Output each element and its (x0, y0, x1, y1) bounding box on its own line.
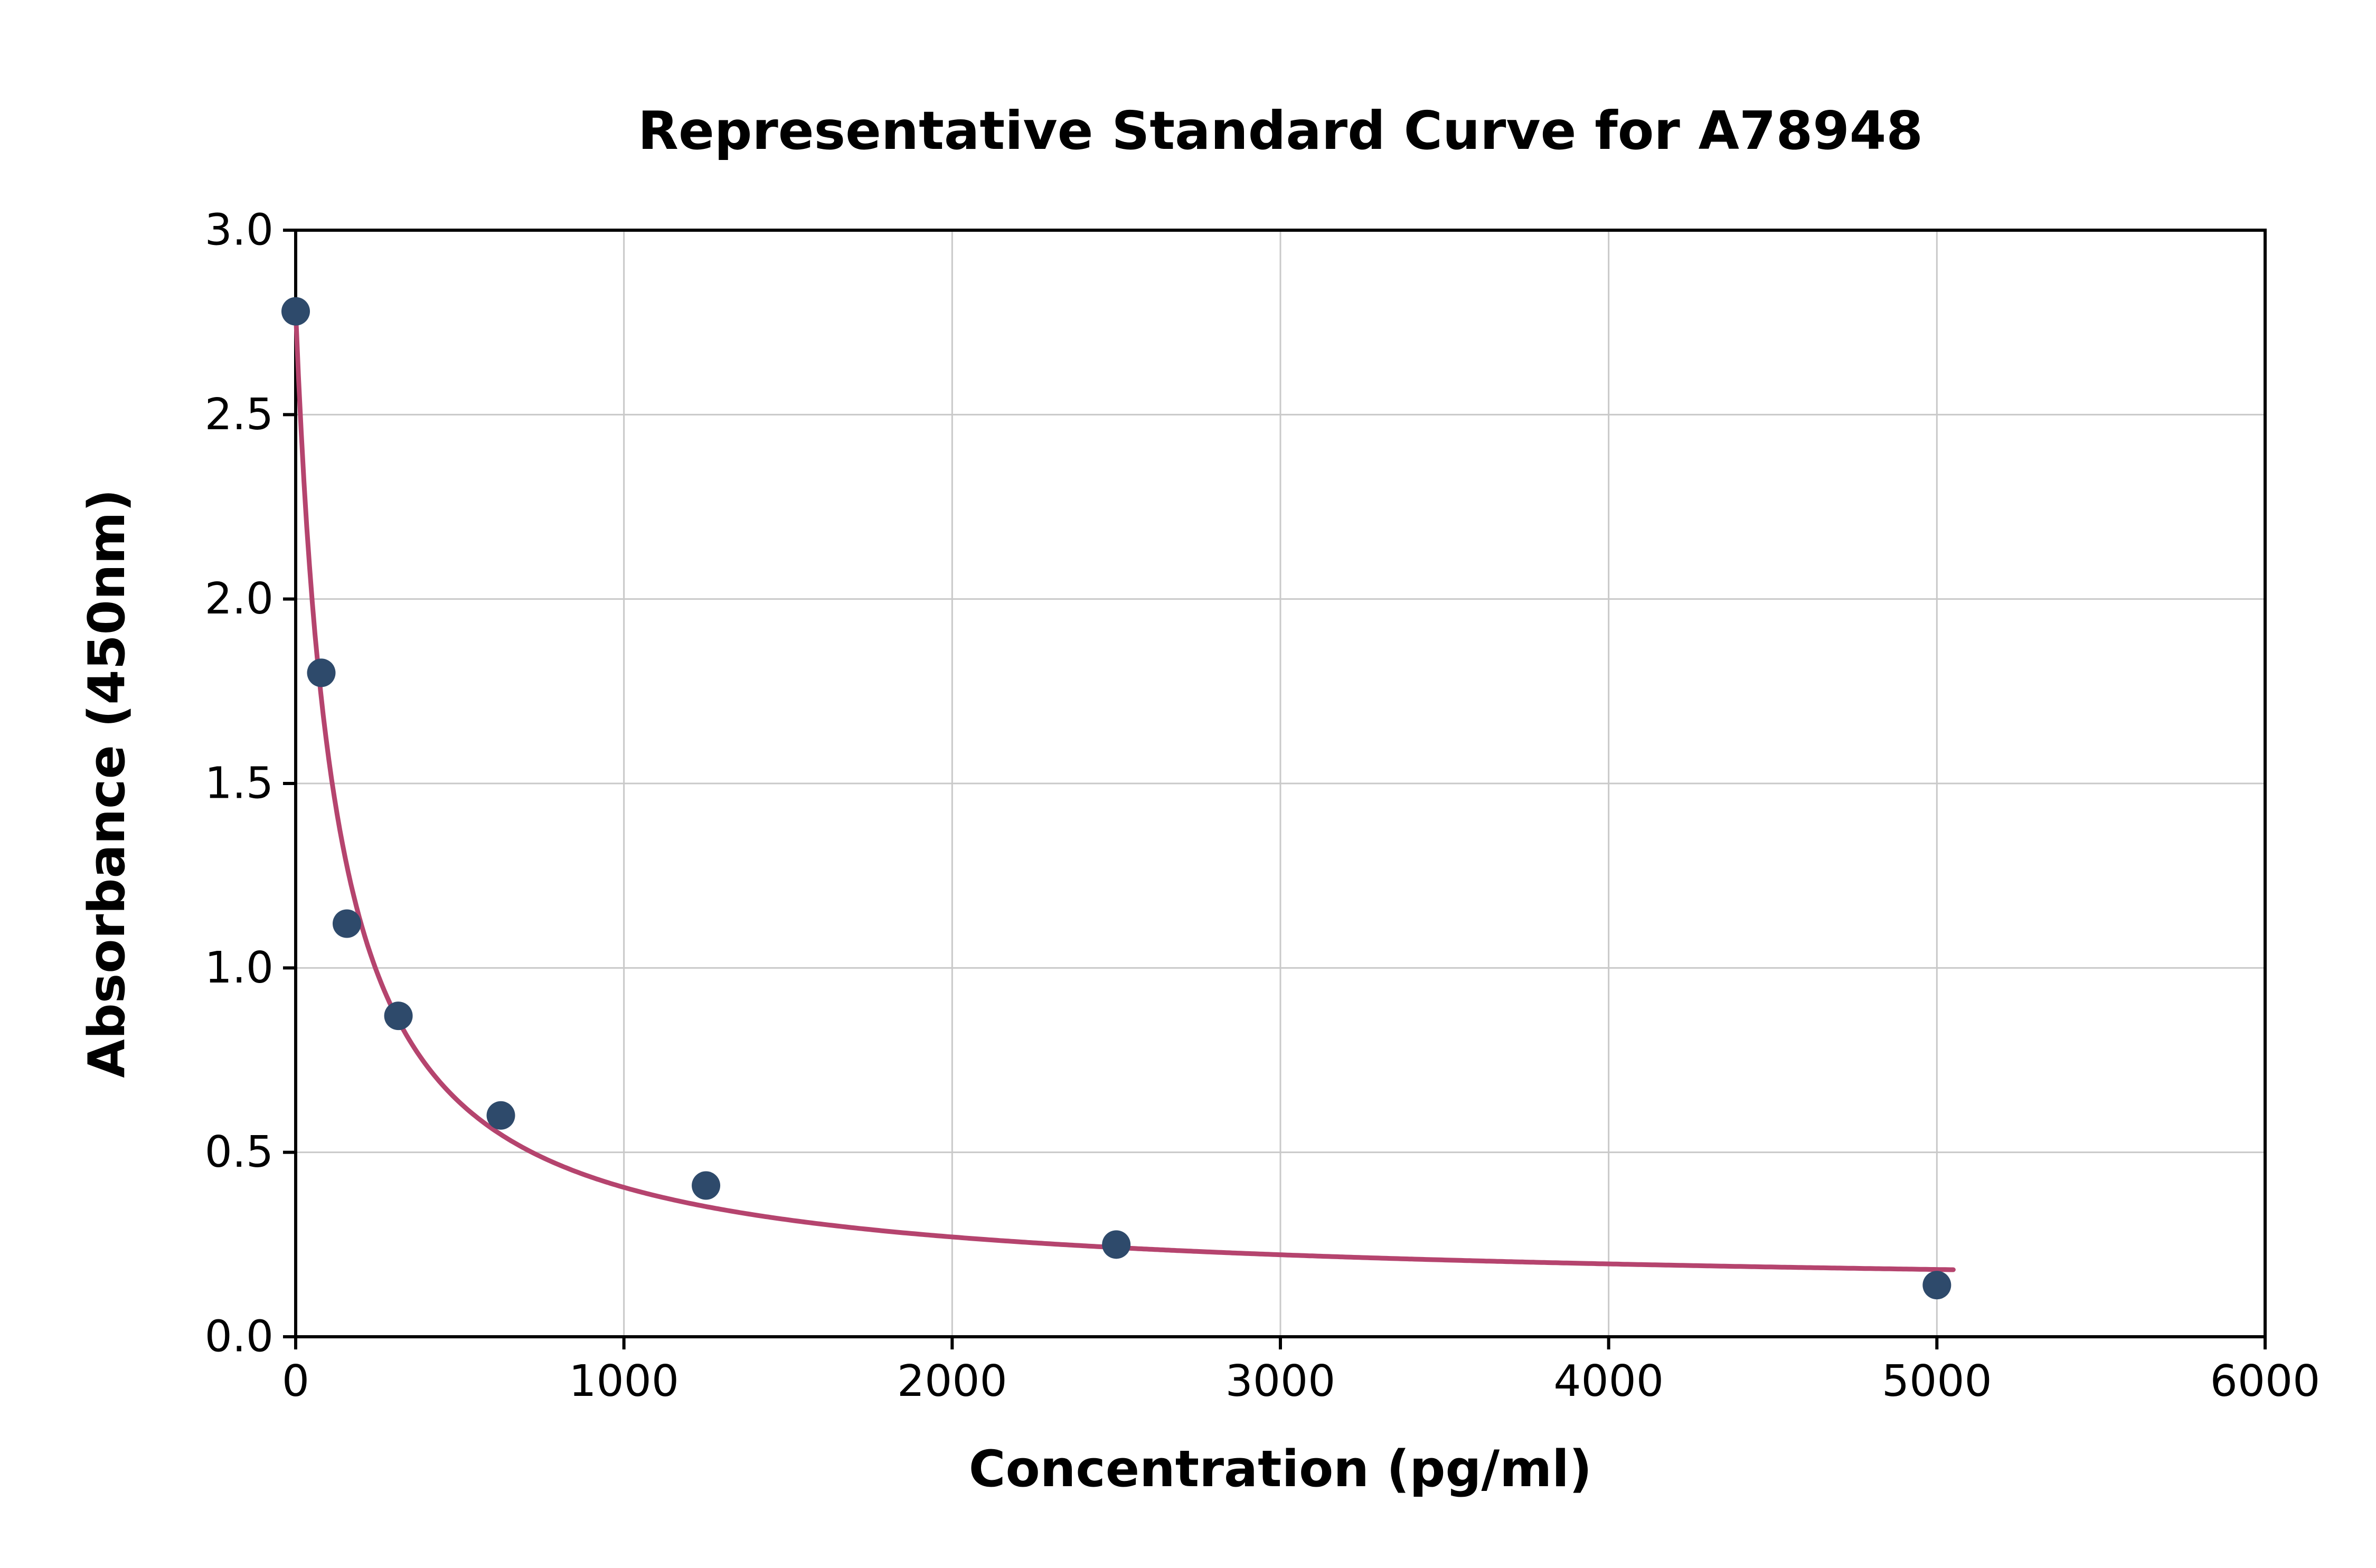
y-tick-label: 3.0 (205, 205, 274, 256)
fit-curve-path (293, 309, 1956, 1272)
data-point (332, 909, 361, 938)
data-point (281, 297, 310, 326)
x-tick-label: 4000 (1553, 1356, 1664, 1406)
y-tick-label: 1.5 (205, 759, 274, 809)
data-point (486, 1101, 515, 1130)
x-tick-label: 5000 (1882, 1356, 1992, 1406)
fitted-curve (293, 309, 1956, 1272)
x-tick-label: 1000 (569, 1356, 679, 1406)
x-axis-label: Concentration (pg/ml) (969, 1440, 1592, 1498)
data-point (1922, 1271, 1951, 1300)
x-tick-label: 2000 (897, 1356, 1007, 1406)
y-tick-label: 2.5 (205, 390, 274, 440)
x-tick-label: 6000 (2210, 1356, 2321, 1406)
y-axis-label: Absorbance (450nm) (78, 489, 136, 1078)
axis-ticks (283, 229, 2267, 1349)
y-tick-label: 1.0 (205, 943, 274, 993)
y-tick-label: 0.0 (205, 1312, 274, 1362)
data-point (1102, 1230, 1131, 1259)
data-point (384, 1002, 413, 1031)
y-tick-label: 2.0 (205, 574, 274, 624)
data-points (281, 297, 1951, 1300)
y-tick-label: 0.5 (205, 1127, 274, 1177)
tick-labels: 0 1000 2000 3000 4000 5000 6000 0.0 0.5 1.0 1.5 2.0… (205, 205, 2321, 1407)
data-point (307, 658, 336, 687)
x-tick-label: 3000 (1225, 1356, 1336, 1406)
gridlines (295, 229, 2266, 1338)
data-point (692, 1171, 721, 1200)
chart-title: Representative Standard Curve for A78948 (638, 100, 1923, 162)
x-tick-label: 0 (282, 1356, 309, 1406)
